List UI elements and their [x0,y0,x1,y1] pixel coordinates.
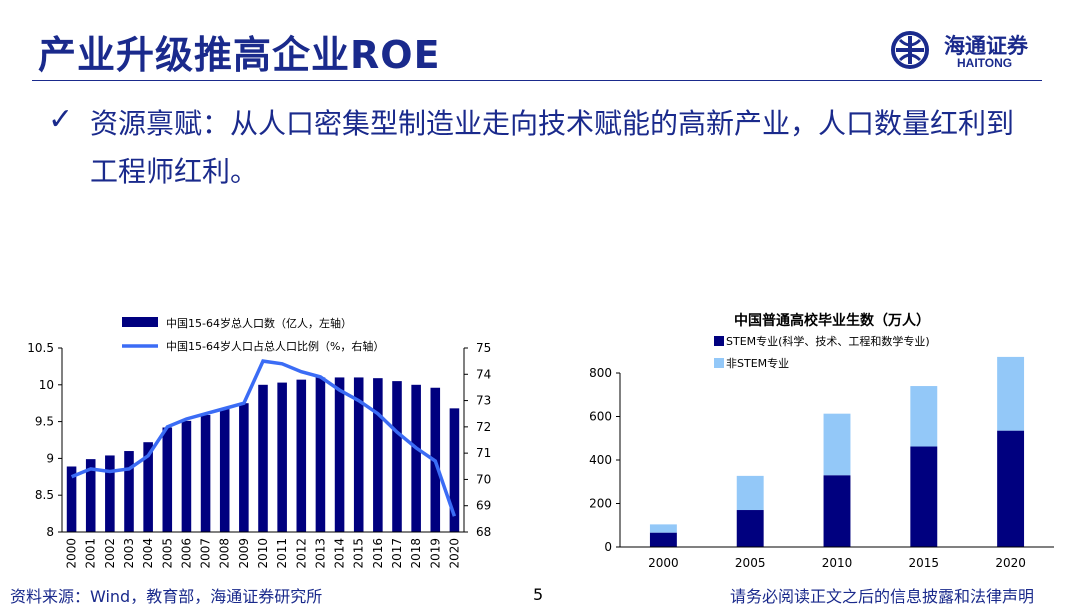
left-tick-label: 8 [46,525,54,539]
y-tick-label: 400 [589,453,612,467]
population-bar-2014 [334,377,345,532]
source-note: 资料来源：Wind，教育部，海通证券研究所 [10,587,323,606]
population-chart: 8 8.5 9 9.5 10 10.5 68 69 70 71 72 73 74 75 2000 2001 20… [27,316,491,569]
left-tick-label: 10 [39,378,54,392]
x-tick-label: 2007 [199,538,213,569]
x-tick-label: 2017 [390,538,404,569]
population-bar-2003 [124,451,134,532]
x-tick-label: 2020 [447,538,461,569]
x-tick-label: 2008 [218,538,232,569]
population-bar-2002 [105,455,115,532]
left-tick-label: 9 [46,451,54,465]
y-tick-label: 200 [589,497,612,511]
x-tick-label: 2015 [909,556,940,570]
legend-swatch-population [122,317,158,327]
legend-label-stem: STEM专业(科学、技术、工程和数学专业) [726,334,930,348]
x-tick-label: 2002 [103,538,117,569]
stem-bar-2015 [910,446,938,547]
legend-label-ratio: 中国15-64岁人口占总人口比例（%，右轴） [166,339,384,353]
non-stem-bar-2005 [736,475,764,511]
non-stem-bar-2000 [649,524,677,533]
stem-bar-2020 [997,430,1025,547]
non-stem-bar-2010 [823,413,851,476]
stem-bar-2000 [649,532,677,547]
population-bar-2006 [181,420,192,532]
x-tick-label: 2000 [65,538,79,569]
right-tick-label: 71 [476,446,491,460]
x-tick-label: 2010 [256,538,270,569]
graduates-chart: 中国普通高校毕业生数（万人） 2000 2005 2010 2015 2020 0 200 4… [589,312,1054,570]
population-bar-2005 [162,427,173,532]
population-bar-2000 [66,466,77,532]
x-tick-label: 2016 [371,538,385,569]
logo-subtitle: HAITONG [957,56,1013,70]
population-bar-2001 [85,459,96,532]
non-stem-bar-2020 [997,356,1025,431]
left-tick-label: 9.5 [35,415,54,429]
x-tick-label: 2006 [179,538,193,569]
legend-label-non-stem: 非STEM专业 [726,356,789,370]
bullet-text: 资源禀赋：从人口密集型制造业走向技术赋能的高新产业，人口数量红利到工程师红利。 [90,107,1015,188]
x-tick-label: 2018 [409,538,423,569]
x-tick-label: 2015 [352,538,366,569]
x-tick-label: 2011 [275,538,289,569]
page-number: 5 [533,585,544,604]
x-tick-label: 2001 [84,538,98,569]
population-bar-2020 [449,408,460,532]
right-tick-label: 75 [476,341,491,355]
x-tick-label: 2009 [237,538,251,569]
stem-bar-2010 [823,475,851,547]
legend-label-population: 中国15-64岁总人口数（亿人，左轴） [166,316,352,330]
x-tick-label: 2012 [294,538,308,569]
right-tick-label: 74 [476,367,491,381]
x-tick-label: 2013 [313,538,327,569]
population-bar-2012 [296,379,307,532]
population-bar-2018 [411,384,421,532]
y-tick-label: 800 [589,366,612,380]
x-tick-label: 2019 [428,538,442,569]
x-tick-label: 2020 [995,556,1026,570]
left-tick-label: 8.5 [35,488,54,502]
ratio-line [70,359,457,517]
x-tick-label: 2004 [141,538,155,569]
right-tick-label: 72 [476,420,491,434]
haitong-logo [891,31,929,69]
left-tick-label: 10.5 [27,341,54,355]
graduates-chart-title: 中国普通高校毕业生数（万人） [734,312,930,329]
disclaimer: 请务必阅读正文之后的信息披露和法律声明 [730,587,1035,606]
population-bar-2009 [239,403,249,532]
x-tick-label: 2005 [160,538,174,569]
check-icon: ✓ [48,102,74,137]
population-bar-2016 [373,378,383,532]
right-tick-label: 68 [476,525,491,539]
legend-swatch-non-stem [714,358,724,368]
population-bar-2004 [143,442,153,532]
population-bar-2008 [219,409,230,532]
x-tick-label: 2010 [822,556,853,570]
legend-swatch-stem [714,336,724,346]
haitong-logo-mark [891,31,929,69]
page-title: 产业升级推高企业ROE [38,33,441,77]
logo-name: 海通证券 [944,33,1028,58]
y-tick-label: 0 [604,540,612,554]
population-bar-2010 [258,384,268,532]
stem-bar-2005 [736,510,764,547]
population-bar-2007 [200,414,211,532]
population-bar-2011 [277,382,287,532]
population-bar-2015 [353,377,364,532]
right-tick-label: 69 [476,499,491,513]
population-bar-2013 [315,377,326,532]
x-tick-label: 2005 [735,556,766,570]
x-tick-label: 2014 [333,538,347,569]
x-tick-label: 2000 [648,556,679,570]
right-tick-label: 70 [476,472,491,486]
population-bar-2017 [392,381,402,532]
y-tick-label: 600 [589,410,612,424]
x-tick-label: 2003 [122,538,136,569]
title-divider [32,80,1042,81]
right-tick-label: 73 [476,394,491,408]
non-stem-bar-2015 [910,386,938,447]
